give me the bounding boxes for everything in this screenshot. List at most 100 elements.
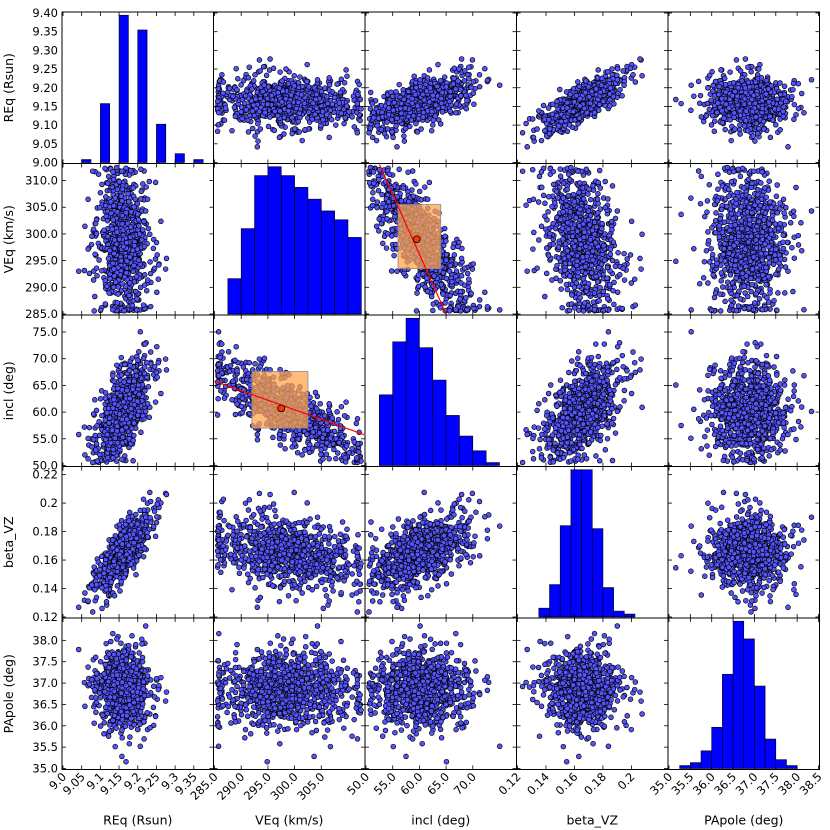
- scatter-point: [795, 80, 802, 87]
- scatter-point: [299, 137, 305, 144]
- scatter-point: [280, 88, 286, 94]
- scatter-point: [760, 118, 767, 125]
- scatter-point: [256, 108, 263, 115]
- scatter-point: [260, 88, 266, 95]
- scatter-point: [246, 112, 253, 119]
- scatter-point: [745, 64, 751, 70]
- scatter-point: [151, 265, 158, 272]
- scatter-point: [767, 113, 773, 120]
- scatter-point: [309, 116, 315, 123]
- scatter-point: [791, 101, 798, 108]
- scatter-point: [534, 126, 540, 132]
- scatter-point: [112, 279, 119, 285]
- scatter-point: [265, 123, 272, 130]
- scatter-point: [156, 262, 162, 268]
- scatter-point: [462, 68, 468, 74]
- scatter-point: [277, 108, 283, 114]
- scatter-point: [338, 110, 344, 116]
- scatter-point: [232, 113, 239, 120]
- scatter-point: [326, 82, 333, 88]
- scatter-point: [111, 250, 117, 257]
- scatter-point: [607, 97, 613, 103]
- scatter-point: [326, 134, 332, 141]
- scatter-point: [761, 126, 767, 132]
- scatter-point: [723, 101, 729, 108]
- scatter-point: [439, 109, 446, 115]
- scatter-point: [573, 93, 580, 99]
- scatter-point: [617, 86, 623, 93]
- scatter-point: [374, 199, 381, 205]
- scatter-point: [458, 93, 464, 99]
- scatter-point: [421, 97, 427, 103]
- scatter-point: [777, 127, 783, 133]
- scatter-point: [708, 122, 715, 128]
- scatter-point: [245, 129, 252, 135]
- scatter-point: [401, 138, 408, 144]
- scatter-point: [75, 268, 82, 274]
- scatter-point: [791, 116, 797, 123]
- panel-0-4: [667, 11, 820, 164]
- scatter-point: [367, 106, 374, 112]
- scatter-point: [285, 108, 292, 114]
- scatter-point: [394, 268, 400, 274]
- scatter-point: [458, 273, 465, 279]
- scatter-point: [384, 126, 391, 132]
- scatter-point: [289, 114, 295, 121]
- scatter-point: [438, 100, 445, 107]
- scatter-point: [99, 267, 105, 274]
- scatter-point: [371, 115, 377, 121]
- scatter-point: [249, 86, 255, 92]
- scatter-point: [438, 95, 444, 102]
- scatter-point: [620, 68, 626, 74]
- scatter-point: [712, 78, 719, 85]
- scatter-point: [401, 96, 407, 103]
- scatter-point: [295, 118, 302, 125]
- scatter-point: [562, 122, 568, 129]
- scatter-point: [582, 89, 589, 96]
- scatter-point: [394, 144, 400, 150]
- scatter-point: [587, 100, 594, 107]
- scatter-point: [385, 105, 392, 111]
- scatter-point: [245, 75, 252, 81]
- scatter-point: [334, 81, 340, 87]
- scatter-point: [732, 88, 738, 95]
- scatter-point: [741, 101, 748, 107]
- scatter-point: [275, 89, 281, 96]
- histogram-bar-1-6: [294, 187, 309, 315]
- scatter-point: [145, 225, 152, 232]
- scatter-point: [547, 126, 553, 132]
- scatter-point: [427, 85, 434, 91]
- scatter-point: [443, 84, 449, 90]
- scatter-point: [383, 245, 390, 251]
- scatter-point: [243, 107, 250, 113]
- scatter-point: [354, 100, 361, 107]
- scatter-point: [356, 81, 362, 88]
- scatter-point: [97, 189, 104, 196]
- scatter-point: [140, 302, 147, 308]
- scatter-point: [301, 100, 308, 107]
- scatter-point: [125, 191, 131, 197]
- scatter-point: [529, 116, 536, 122]
- scatter-point: [446, 98, 453, 105]
- scatter-point: [90, 277, 97, 283]
- scatter-point: [143, 184, 149, 190]
- scatter-point: [728, 137, 734, 144]
- scatter-point: [102, 301, 109, 307]
- scatter-point: [81, 267, 88, 274]
- scatter-point: [790, 80, 797, 87]
- scatter-point: [119, 168, 125, 174]
- scatter-point: [338, 76, 345, 83]
- scatter-point: [216, 109, 222, 116]
- scatter-point: [394, 115, 400, 122]
- scatter-point: [424, 75, 431, 81]
- scatter-point: [447, 88, 454, 95]
- scatter-point: [131, 204, 137, 210]
- scatter-point: [111, 266, 117, 272]
- scatter-point: [610, 93, 617, 100]
- scatter-point: [89, 233, 95, 240]
- scatter-point: [484, 303, 491, 310]
- scatter-point: [230, 93, 236, 100]
- scatter-point: [109, 184, 116, 191]
- scatter-point: [524, 144, 530, 150]
- scatter-point: [331, 94, 338, 101]
